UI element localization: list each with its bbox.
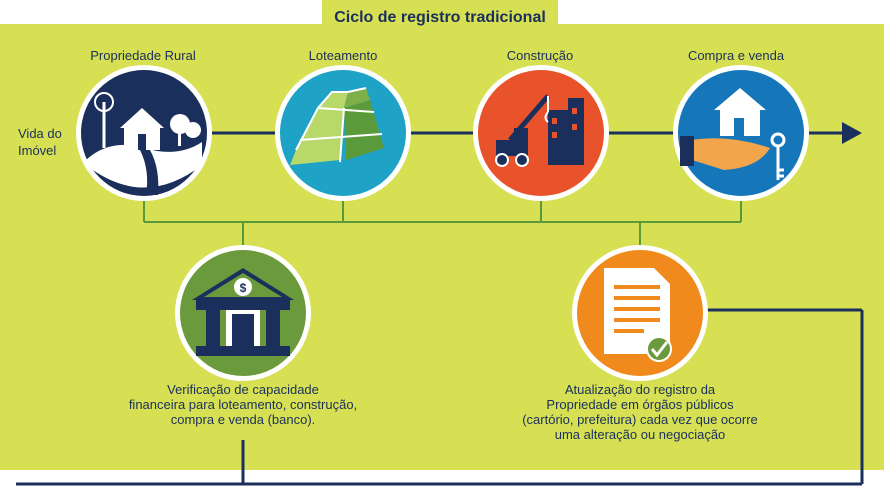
construction-crane-icon [473,65,609,201]
timeline-label: Vida do Imóvel [18,125,78,159]
timeline-label-line2: Imóvel [18,143,57,158]
registry-desc-line-1: Atualização do registro da [564,382,716,397]
bank-desc-line-3: compra e venda (banco). [170,412,316,427]
bank-desc-line-2: financeira para loteamento, construção, [128,397,358,412]
registry-desc-line-2: Propriedade em órgãos públicos [546,397,734,412]
registry-desc-line-3: (cartório, prefeitura) cada vez que ocor… [522,412,758,427]
registry-desc-line-4: uma alteração ou negociação [554,427,726,442]
stage-label-construcao: Construção [506,48,574,63]
bank-process-description: Verificação de capacidade financeira par… [103,382,383,427]
feedback-loop-line [16,308,864,486]
farm-house-icon [76,65,212,201]
registry-process-description: Atualização do registro da Propriedade e… [495,382,785,442]
svg-text:$: $ [240,281,247,295]
stage-label-rural: Propriedade Rural [90,48,196,63]
land-plots-icon [275,65,411,201]
house-key-hand-icon [673,65,809,201]
stage-label-compra: Compra e venda [687,48,785,63]
timeline-arrow-icon [842,122,862,144]
timeline-label-line1: Vida do [18,126,62,141]
bank-icon: $ [175,245,311,381]
document-check-icon [572,245,708,381]
connector-lines [143,200,742,250]
stage-label-loteamento: Loteamento [308,48,378,63]
diagram-title: Ciclo de registro tradicional [322,0,558,30]
bank-desc-line-1: Verificação de capacidade [167,382,319,397]
